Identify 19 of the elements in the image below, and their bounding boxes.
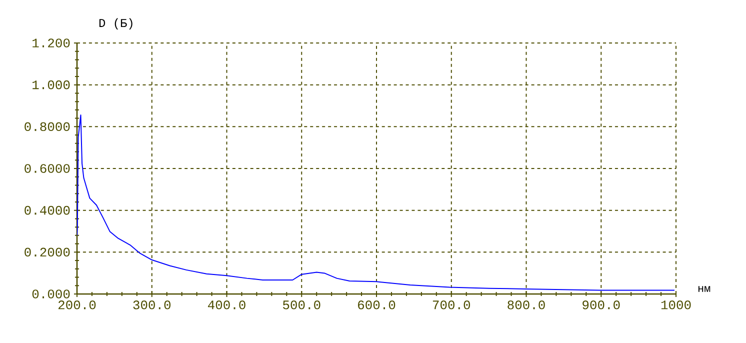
y-tick-label: 0.6000 (24, 164, 70, 173)
x-tick-label: 1000 (661, 300, 691, 310)
y-tick-label: 1.000 (32, 80, 70, 90)
y-tick-label: 0.4000 (24, 206, 70, 215)
line-series (77, 114, 676, 291)
x-tick-label: 500.0 (283, 300, 320, 310)
x-tick-label: 600.0 (358, 300, 396, 310)
y-tick-label: 1.200 (32, 38, 70, 48)
x-tick-label: 800.0 (508, 300, 545, 310)
x-tick-label: 300.0 (133, 300, 170, 310)
y-tick-label: 0.000 (32, 290, 70, 298)
x-tick-label: 400.0 (208, 300, 246, 310)
x-tick-label: 700.0 (432, 300, 470, 310)
x-tick-label: 900.0 (582, 300, 620, 310)
y-axis-title: D (Б) (99, 18, 132, 30)
x-tick-label: 200.0 (58, 300, 96, 310)
x-axis-title: нм (698, 286, 710, 292)
y-tick-label: 0.2000 (24, 248, 70, 257)
y-tick-label: 0.8000 (24, 122, 70, 132)
